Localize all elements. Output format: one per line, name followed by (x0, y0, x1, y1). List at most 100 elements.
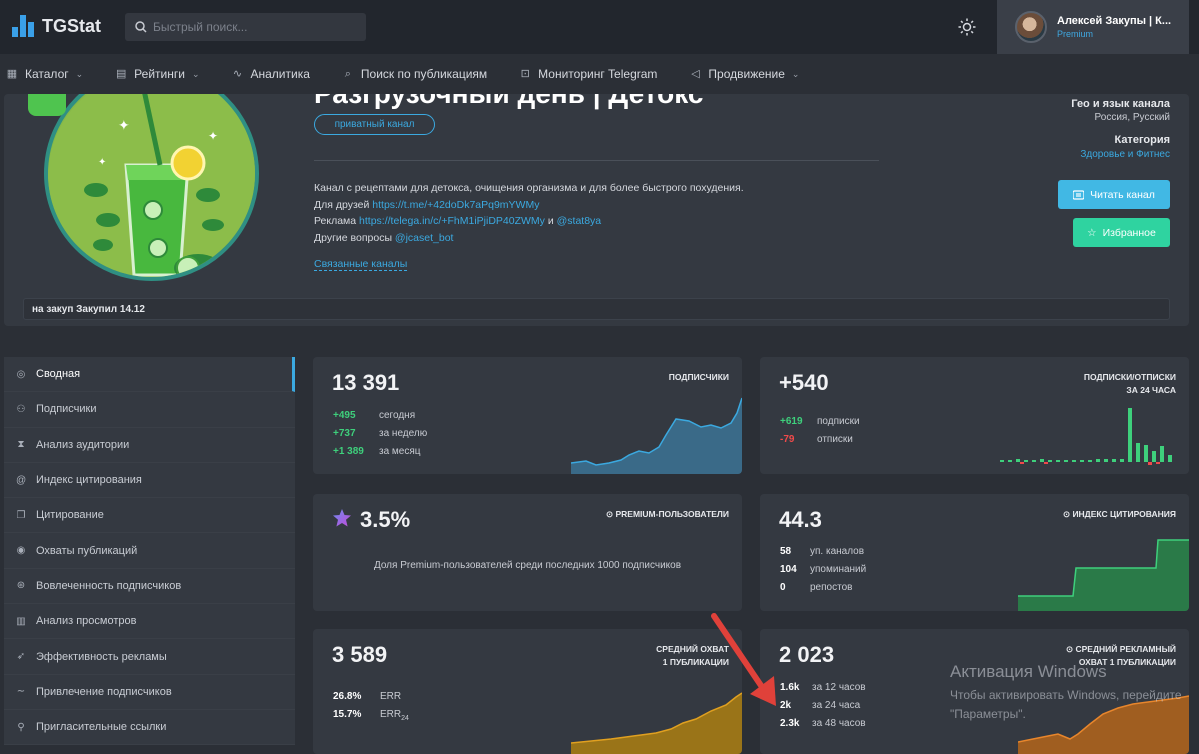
channel-description: Канал с рецептами для детокса, очищения … (314, 182, 744, 244)
main-nav: ▦ Каталог ⌄ ▤ Рейтинги ⌄ ∿ Аналитика ⌕ Поиск п… (0, 54, 1199, 94)
chevron-down-icon: ⌄ (191, 68, 200, 79)
nav-post-search[interactable]: ⌕ Поиск по публикациям (342, 67, 487, 81)
stat-row: 15.7% ERR24 (333, 709, 409, 722)
friends-link[interactable]: https://t.me/+42doDk7aPq9mYWMy (372, 198, 540, 211)
sidebar-item-citation-index[interactable]: @ Индекс цитирования (4, 462, 295, 499)
quote-icon: ❐ (16, 509, 26, 521)
profile-status: Premium (1057, 29, 1094, 39)
search-icon: ⌕ (344, 68, 351, 80)
category-label: Категория (1114, 134, 1170, 146)
geo-label: Гео и язык канала (1071, 98, 1170, 110)
ads-handle-link[interactable]: @stat8ya (556, 215, 602, 227)
profile-name: Алексей Закупы | К... (1057, 15, 1172, 27)
ads-link[interactable]: https://telega.in/c/+FhM1iPjiDP40ZWMy (359, 215, 545, 227)
summary-icon: ◎ (16, 368, 26, 380)
stat-row: 1.6k за 12 часов (780, 682, 866, 693)
avatar (1015, 11, 1047, 43)
info-icon[interactable]: ⊙ (1065, 644, 1076, 654)
windows-activation-text: Чтобы активировать Windows, перейдите "П… (950, 688, 1182, 721)
svg-text:✦: ✦ (208, 129, 218, 143)
verified-badge-icon (28, 94, 66, 116)
subscribers-sparkline (571, 397, 742, 474)
citation-index-value: 44.3 (779, 507, 822, 532)
private-channel-badge: приватный канал (314, 114, 435, 135)
search-icon (135, 21, 147, 33)
premium-share: 3.5% (360, 507, 411, 532)
avg-reach-card[interactable]: 3 589 СРЕДНИЙ ОХВАТ 1 ПУБЛИКАЦИИ 26.8% ERR… (313, 629, 742, 754)
sidebar-item-audience[interactable]: ⧗ Анализ аудитории (4, 427, 295, 463)
ad-reach-card[interactable]: 2 023 ⊙ СРЕДНИЙ РЕКЛАМНЫЙ ОХВАТ 1 ПУБЛИКА… (760, 629, 1189, 754)
citation-index-card[interactable]: 44.3 ⊙ ИНДЕКС ЦИТИРОВАНИЯ 58 уп. каналов … (760, 494, 1189, 611)
subscribers-count: 13 391 (332, 370, 400, 395)
at-icon: @ (16, 474, 27, 486)
category-link[interactable]: Здоровье и Фитнес (1080, 149, 1170, 160)
sun-icon[interactable] (957, 17, 977, 37)
card-title: ПОДПИСКИ/ОТПИСКИ ЗА 24 ЧАСА (1083, 372, 1176, 395)
stat-row: 2.3k за 48 часов (780, 718, 866, 729)
sidebar-item-invite-links[interactable]: ⚲ Пригласительные ссылки (4, 709, 295, 746)
card-title: СРЕДНИЙ ОХВАТ 1 ПУБЛИКАЦИИ (656, 644, 729, 667)
sidebar-item-summary[interactable]: ◎ Сводная (4, 357, 295, 393)
users-icon: ⚇ (16, 403, 26, 415)
subscribers-card[interactable]: 13 391 ПОДПИСЧИКИ +495 сегодня +737 за нед… (313, 357, 742, 474)
nav-catalog[interactable]: ▦ Каталог ⌄ (6, 67, 84, 81)
ranking-icon: ▤ (115, 68, 127, 80)
avg-reach-value: 3 589 (332, 642, 388, 667)
annotation-arrow (711, 613, 776, 706)
chevron-down-icon: ⌄ (791, 68, 800, 79)
megaphone-icon: ◁ (691, 68, 700, 80)
premium-star-icon (333, 509, 351, 527)
eye-icon: ◉ (16, 545, 26, 557)
nav-promotion[interactable]: ◁ Продвижение ⌄ (691, 67, 800, 81)
sidebar-item-subscribers[interactable]: ⚇ Подписчики (4, 392, 295, 428)
search-input[interactable] (153, 20, 353, 34)
stat-row: +737 за неделю (333, 428, 428, 439)
monitor-icon: ⊡ (520, 68, 530, 80)
stat-row: -79 отписки (780, 434, 853, 445)
info-icon[interactable]: ⊙ (1062, 509, 1073, 519)
chart-icon: ∿ (232, 68, 243, 80)
stat-row: +1 389 за месяц (333, 446, 421, 457)
nav-ratings[interactable]: ▤ Рейтинги ⌄ (115, 67, 200, 81)
bar-chart-icon: ▥ (16, 615, 26, 627)
stat-row: 58 уп. каналов (780, 546, 865, 557)
channel-avatar: ✦ ✦ ✦ (44, 94, 259, 281)
info-icon[interactable]: ⊙ (605, 509, 616, 519)
logo-text: TGStat (42, 15, 102, 36)
quick-search[interactable] (125, 13, 366, 41)
favorite-button[interactable]: ☆ Избранное (1073, 218, 1170, 247)
topbar: TGStat Алексей Закупы | К... Premium (0, 0, 1199, 54)
chevron-down-icon: ⌄ (75, 68, 84, 79)
nav-monitoring[interactable]: ⊡ Мониторинг Telegram (520, 67, 658, 81)
related-channels-link[interactable]: Связанные каналы (314, 258, 408, 271)
sidebar-item-citations[interactable]: ❐ Цитирование (4, 498, 295, 534)
sidebar-item-views[interactable]: ▥ Анализ просмотров (4, 604, 295, 640)
sidebar-item-acquisition[interactable]: ∼ Привлечение подписчиков (4, 674, 295, 710)
card-title: ⊙ PREMIUM-ПОЛЬЗОВАТЕЛИ (605, 509, 729, 519)
ad-reach-sparkline (1018, 695, 1189, 754)
premium-description: Доля Premium-пользователей среди последн… (373, 560, 682, 571)
logo-icon (12, 15, 36, 37)
card-title: ⊙ СРЕДНИЙ РЕКЛАМНЫЙ ОХВАТ 1 ПУБЛИКАЦИИ (1065, 644, 1176, 667)
sidebar-item-ad-efficiency[interactable]: ➶ Эффективность рекламы (4, 639, 295, 675)
rocket-icon: ➶ (16, 651, 26, 663)
engagement-icon: ⊛ (16, 580, 26, 592)
read-channel-button[interactable]: Читать канал (1058, 180, 1170, 209)
subs-unsubs-card[interactable]: +540 ПОДПИСКИ/ОТПИСКИ ЗА 24 ЧАСА +619 подп… (760, 357, 1189, 474)
svg-text:✦: ✦ (98, 157, 106, 168)
premium-users-card[interactable]: 3.5% ⊙ PREMIUM-ПОЛЬЗОВАТЕЛИ Доля Premium… (313, 494, 742, 611)
channel-title: Разгрузочный день | Детокс (314, 94, 703, 110)
logo[interactable]: TGStat (12, 15, 101, 37)
subs-unsubs-bars (1000, 408, 1172, 465)
sidebar-item-reach[interactable]: ◉ Охваты публикаций (4, 533, 295, 569)
sidebar-item-engagement[interactable]: ⊛ Вовлеченность подписчиков (4, 568, 295, 605)
user-profile[interactable]: Алексей Закупы | К... Premium (997, 0, 1189, 54)
star-icon: ☆ (1087, 226, 1097, 239)
grid-icon: ▦ (6, 68, 18, 80)
stat-row: 26.8% ERR (333, 691, 402, 702)
stat-row: +619 подписки (780, 416, 860, 427)
contact-bot-link[interactable]: @jcaset_bot (394, 231, 454, 244)
nav-analytics[interactable]: ∿ Аналитика (232, 67, 310, 81)
channel-note[interactable]: на закуп Закупил 14.12 (23, 298, 1170, 320)
stat-row: 2k за 24 часа (780, 700, 861, 711)
